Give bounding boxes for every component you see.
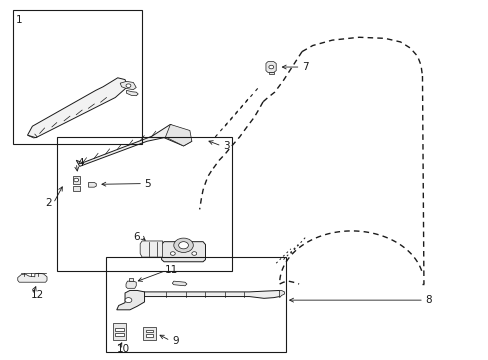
Text: 11: 11 [164, 265, 178, 275]
Polygon shape [27, 78, 127, 138]
Bar [145, 334, 153, 337]
Bar [57, 137, 232, 271]
Bar [145, 329, 153, 332]
Bar [115, 333, 124, 336]
Text: 4: 4 [78, 158, 84, 168]
Circle shape [126, 84, 131, 87]
Polygon shape [165, 125, 191, 146]
Text: 6: 6 [133, 232, 139, 242]
Text: 10: 10 [117, 343, 130, 354]
Polygon shape [265, 62, 276, 72]
Text: 1: 1 [16, 15, 22, 26]
Text: 12: 12 [31, 290, 44, 300]
Bar [105, 257, 285, 352]
Text: 2: 2 [45, 198, 52, 208]
Circle shape [170, 252, 175, 255]
Text: 5: 5 [144, 179, 151, 189]
Bar [115, 328, 124, 330]
Polygon shape [18, 273, 47, 282]
Polygon shape [73, 186, 80, 192]
Polygon shape [143, 327, 156, 339]
Polygon shape [140, 241, 162, 257]
Bar [129, 278, 133, 281]
Text: 7: 7 [302, 62, 308, 72]
Circle shape [268, 65, 273, 69]
Polygon shape [120, 81, 136, 90]
Polygon shape [137, 291, 281, 302]
Text: 3: 3 [223, 141, 229, 151]
Text: 9: 9 [172, 336, 178, 346]
Circle shape [178, 242, 188, 249]
Polygon shape [76, 125, 191, 166]
Polygon shape [117, 291, 144, 310]
Circle shape [191, 252, 196, 255]
Polygon shape [73, 176, 80, 184]
Circle shape [125, 298, 132, 303]
Text: 8: 8 [425, 295, 431, 305]
Polygon shape [126, 281, 136, 288]
Polygon shape [279, 291, 284, 298]
Polygon shape [161, 242, 205, 262]
Circle shape [74, 178, 79, 182]
Bar [268, 72, 273, 74]
Circle shape [173, 238, 193, 252]
Polygon shape [113, 323, 126, 339]
Polygon shape [88, 183, 96, 187]
Polygon shape [126, 90, 138, 96]
Polygon shape [172, 281, 186, 286]
Bar [13, 10, 142, 144]
